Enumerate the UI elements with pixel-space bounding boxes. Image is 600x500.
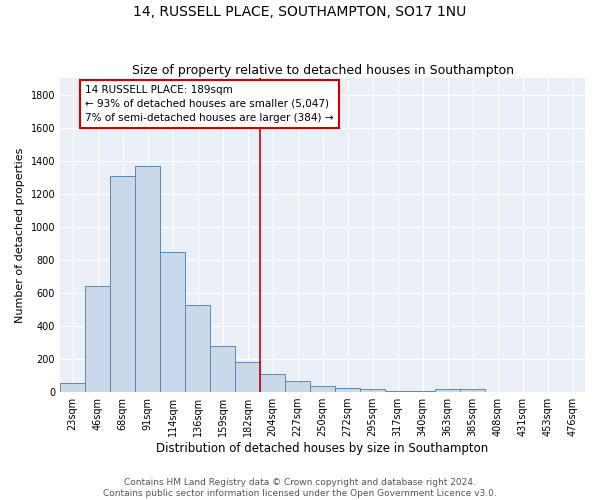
Bar <box>460 389 485 392</box>
Bar <box>360 389 385 392</box>
Bar <box>310 386 335 392</box>
Bar <box>385 391 410 392</box>
Bar <box>85 286 110 392</box>
X-axis label: Distribution of detached houses by size in Southampton: Distribution of detached houses by size … <box>157 442 488 455</box>
Y-axis label: Number of detached properties: Number of detached properties <box>15 148 25 323</box>
Bar <box>235 362 260 392</box>
Bar <box>110 176 135 392</box>
Title: Size of property relative to detached houses in Southampton: Size of property relative to detached ho… <box>131 64 514 77</box>
Bar <box>185 304 210 392</box>
Text: Contains HM Land Registry data © Crown copyright and database right 2024.
Contai: Contains HM Land Registry data © Crown c… <box>103 478 497 498</box>
Bar <box>335 388 360 392</box>
Text: 14 RUSSELL PLACE: 189sqm
← 93% of detached houses are smaller (5,047)
7% of semi: 14 RUSSELL PLACE: 189sqm ← 93% of detach… <box>85 85 334 123</box>
Bar <box>160 252 185 392</box>
Bar <box>260 374 285 392</box>
Bar <box>210 346 235 392</box>
Text: 14, RUSSELL PLACE, SOUTHAMPTON, SO17 1NU: 14, RUSSELL PLACE, SOUTHAMPTON, SO17 1NU <box>133 5 467 19</box>
Bar <box>285 382 310 392</box>
Bar <box>60 383 85 392</box>
Bar <box>435 389 460 392</box>
Bar <box>135 166 160 392</box>
